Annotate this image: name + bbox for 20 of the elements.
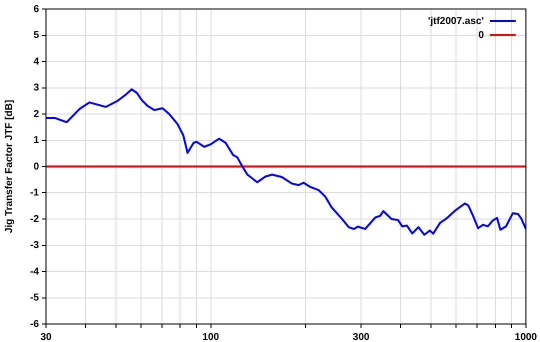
y-tick-label: -3 <box>30 240 40 251</box>
y-tick-label: -2 <box>30 214 40 225</box>
y-tick-label: 5 <box>33 30 40 41</box>
y-tick-label: -6 <box>30 318 40 330</box>
y-tick-label: 6 <box>33 4 40 15</box>
x-tick-label: 1000 <box>514 332 538 342</box>
y-tick-label: 1 <box>33 135 40 146</box>
x-tick-label: 100 <box>202 332 220 342</box>
x-tick-label: 300 <box>352 332 370 342</box>
y-axis-title: Jig Transfer Factor JTF [dB] <box>4 100 15 234</box>
y-tick-label: -1 <box>30 188 40 198</box>
x-tick-label: 30 <box>40 332 52 342</box>
y-tick-label: 4 <box>33 56 40 68</box>
legend-label: 0 <box>478 30 484 41</box>
y-tick-label: -5 <box>30 292 40 304</box>
y-tick-label: 3 <box>33 82 40 94</box>
y-tick-label: -4 <box>30 266 40 278</box>
y-tick-label: 2 <box>33 108 40 120</box>
y-tick-label: 0 <box>33 161 40 172</box>
legend-label: 'jtf2007.asc' <box>428 16 484 27</box>
